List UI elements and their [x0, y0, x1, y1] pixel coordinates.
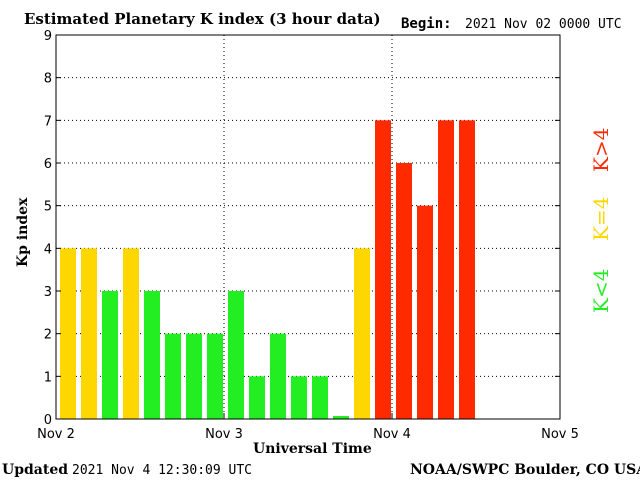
x-tick-labels: Nov 2 Nov 3 Nov 4 Nov 5: [37, 413, 579, 442]
legend-low: K<4: [589, 269, 613, 313]
kp-bar: [144, 291, 160, 419]
grid-lines: [56, 35, 560, 419]
kp-bar: [123, 248, 139, 419]
legend-mid: K=4: [589, 197, 613, 241]
y-tick-label: 7: [44, 114, 52, 129]
y-tick-label: 6: [44, 157, 52, 172]
kp-bar: [312, 376, 328, 419]
y-tick-label: 8: [44, 72, 52, 87]
kp-bar: [375, 120, 391, 419]
y-tick-label: 3: [44, 285, 52, 300]
chart-title: Estimated Planetary K index (3 hour data…: [24, 10, 381, 28]
kp-bar: [291, 376, 307, 419]
y-tick-label: 4: [44, 242, 52, 257]
kp-bar: [60, 248, 76, 419]
kp-bar: [186, 333, 202, 419]
kp-bar: [102, 291, 118, 419]
begin-label: Begin:: [401, 16, 452, 32]
kp-bar: [249, 376, 265, 419]
kp-bar: [417, 205, 433, 419]
legend-high: K>4: [589, 128, 613, 172]
y-tick-label: 1: [44, 370, 52, 385]
x-tick-label: Nov 2: [37, 427, 75, 442]
x-axis-label: Universal Time: [253, 441, 372, 457]
kp-bar: [396, 163, 412, 419]
x-tick-label: Nov 4: [373, 427, 411, 442]
updated-label: Updated: [2, 462, 68, 478]
kp-bar: [228, 291, 244, 419]
kp-bar: [81, 248, 97, 419]
y-tick-label: 0: [44, 413, 52, 428]
bars-group: [60, 120, 475, 419]
y-tick-label: 2: [44, 328, 52, 343]
y-tick-label: 9: [44, 29, 52, 44]
updated-value: 2021 Nov 4 12:30:09 UTC: [72, 463, 252, 478]
y-axis-label: Kp index: [15, 197, 31, 267]
plot-frame: [55, 34, 561, 420]
kp-bar: [207, 333, 223, 419]
x-tick-label: Nov 3: [205, 427, 243, 442]
kp-bar: [459, 120, 475, 419]
y-tick-labels: 0 1 2 3 4 5 6 7 8 9: [44, 29, 560, 428]
kp-bar: [165, 333, 181, 419]
y-tick-label: 5: [44, 200, 52, 215]
kp-bar: [333, 416, 349, 419]
begin-value: 2021 Nov 02 0000 UTC: [465, 17, 622, 32]
source-credit: NOAA/SWPC Boulder, CO USA: [410, 462, 640, 478]
kp-bar: [438, 120, 454, 419]
x-tick-label: Nov 5: [541, 427, 579, 442]
kp-bar: [354, 248, 370, 419]
kp-bar: [270, 333, 286, 419]
